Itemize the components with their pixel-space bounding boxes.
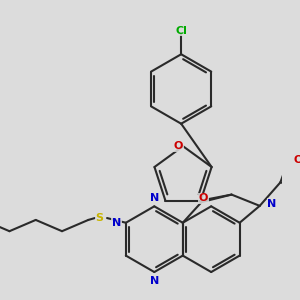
- Text: N: N: [112, 218, 121, 228]
- Text: S: S: [96, 213, 104, 223]
- Text: Cl: Cl: [175, 26, 187, 36]
- Text: N: N: [267, 199, 277, 209]
- Text: N: N: [150, 276, 159, 286]
- Text: N: N: [150, 193, 159, 202]
- Text: O: O: [199, 193, 208, 203]
- Text: O: O: [293, 155, 300, 165]
- Text: O: O: [174, 141, 183, 151]
